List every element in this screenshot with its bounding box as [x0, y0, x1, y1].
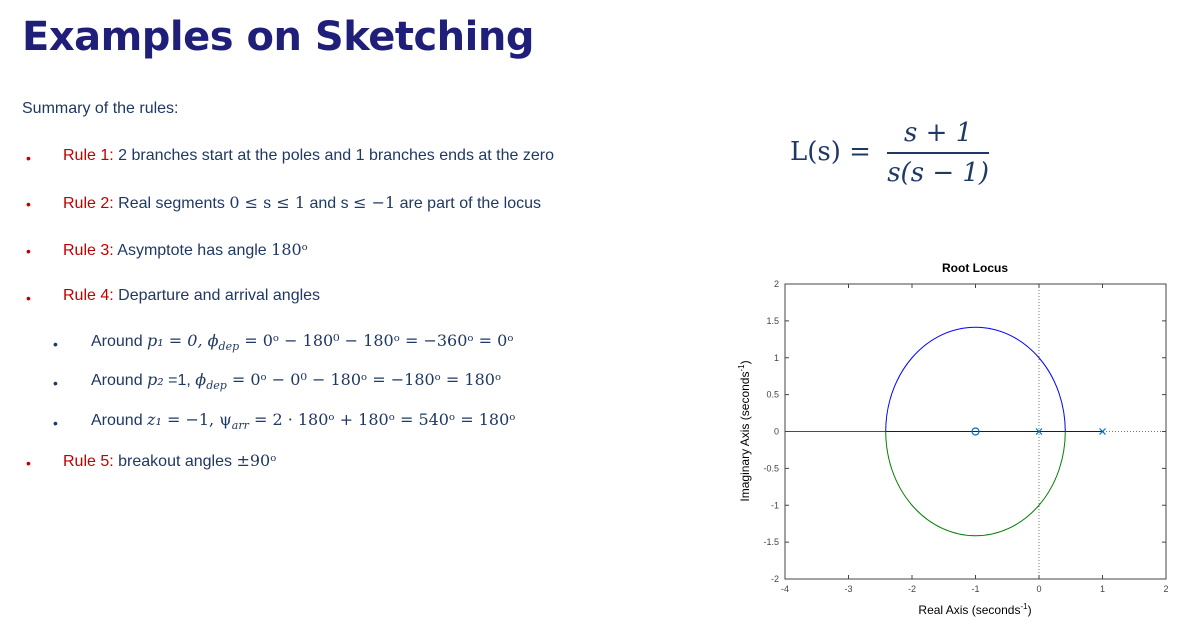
- slide-title: Examples on Sketching: [22, 14, 534, 60]
- sub-rule-1-subscript: dep: [218, 340, 240, 354]
- y-tick-label: 2: [774, 279, 779, 289]
- rule-5: Rule 5: breakout angles ±90ᵒ: [63, 451, 276, 471]
- y-tick-label: -2: [771, 574, 779, 584]
- x-tick-label: -2: [908, 584, 916, 594]
- rule-3-math: 180ᵒ: [271, 240, 308, 259]
- rule-5-math: ±90ᵒ: [236, 451, 277, 470]
- bullet-icon: •: [26, 290, 31, 306]
- formula-fraction: s + 1 s(s − 1): [887, 118, 990, 188]
- x-tick-label: -1: [971, 584, 979, 594]
- sub-rule-2-math: p₂: [147, 370, 164, 389]
- sub-rule-1: Around p₁ = 0, ϕdep = 0ᵒ − 180⁰ − 180ᵒ =…: [91, 331, 513, 353]
- bullet-icon: •: [26, 196, 31, 212]
- rule-3-key: Rule 3:: [63, 242, 114, 259]
- bullet-icon: •: [53, 375, 58, 391]
- sub-rule-2: Around p₂ =1, ϕdep = 0ᵒ − 0⁰ − 180ᵒ = −1…: [91, 370, 501, 392]
- sub-rule-1-math-2: = 0ᵒ − 180⁰ − 180ᵒ = −360ᵒ = 0ᵒ: [239, 331, 514, 350]
- x-axis-label-sup: -1: [1020, 602, 1028, 611]
- x-tick-label: 2: [1163, 584, 1168, 594]
- zero-marker: [971, 427, 980, 436]
- rule-5-pre: breakout angles: [113, 453, 237, 470]
- x-axis-label: Real Axis (seconds-1): [918, 602, 1031, 617]
- y-axis-label: Imaginary Axis (seconds-1): [737, 360, 752, 501]
- sub-rule-3-math-1: = −1, ψ: [161, 410, 232, 429]
- rule-2-mid: and s: [305, 195, 354, 212]
- rule-1: Rule 1: 2 branches start at the poles an…: [63, 147, 554, 165]
- y-axis-label-sup: -1: [737, 364, 746, 372]
- rule-2: Rule 2: Real segments 0 ≤ s ≤ 1 and s ≤ …: [63, 193, 541, 213]
- sub-rule-3: Around z₁ = −1, ψarr = 2 · 180ᵒ + 180ᵒ =…: [91, 410, 515, 432]
- pole-marker: [1035, 428, 1043, 435]
- locus-branch-lower: [885, 431, 1066, 537]
- rule-2-math-2: ≤ −1: [353, 193, 396, 212]
- x-tick-label: 1: [1100, 584, 1105, 594]
- sub-rule-1-pre: Around: [91, 333, 148, 350]
- formula-numerator: s + 1: [887, 118, 990, 154]
- sub-rule-1-math: p₁ = 0, ϕ: [147, 331, 219, 350]
- summary-heading: Summary of the rules:: [22, 100, 179, 117]
- rule-3-pre: Asymptote has angle: [113, 242, 272, 259]
- bullet-icon: •: [26, 243, 31, 259]
- formula-denominator: s(s − 1): [887, 158, 990, 188]
- y-tick-label: -1.5: [763, 537, 779, 547]
- root-locus-chart: Root Locus -4 -3 -2 -1 0 1 2 2 1.5 1 0.5 0 -0.5 -1 -1.…: [737, 261, 1169, 617]
- rule-3: Rule 3: Asymptote has angle 180ᵒ: [63, 240, 308, 260]
- sub-rule-2-math-2: = 0ᵒ − 0⁰ − 180ᵒ = −180ᵒ = 180ᵒ: [226, 370, 502, 389]
- sub-rule-3-math-2: = 2 · 180ᵒ + 180ᵒ = 540ᵒ = 180ᵒ: [248, 410, 516, 429]
- pole-marker: [1099, 428, 1106, 435]
- x-tick-label: 0: [1036, 584, 1041, 594]
- x-axis-label-text: Real Axis (seconds: [918, 603, 1020, 617]
- y-tick-label: 0: [774, 427, 779, 437]
- sub-rule-3-math: z₁: [147, 410, 162, 429]
- rule-2-post: are part of the locus: [395, 195, 542, 212]
- sub-rule-3-subscript: arr: [231, 419, 249, 433]
- transfer-function: L(s) = s + 1 s(s − 1): [790, 118, 990, 188]
- chart-title: Root Locus: [942, 261, 1008, 275]
- rule-4-key: Rule 4:: [63, 287, 114, 304]
- bullet-icon: •: [53, 415, 58, 431]
- pole-marker-stroke: [1035, 428, 1043, 435]
- sub-rule-3-pre: Around: [91, 412, 148, 429]
- pole-marker-stroke: [1099, 428, 1106, 435]
- rule-4: Rule 4: Departure and arrival angles: [63, 287, 320, 305]
- rule-5-key: Rule 5:: [63, 453, 114, 470]
- rule-2-key: Rule 2:: [63, 195, 114, 212]
- locus-branch-upper: [885, 326, 1066, 432]
- bullet-icon: •: [53, 336, 58, 352]
- sub-rule-2-subscript: dep: [206, 379, 227, 393]
- sub-rule-2-math-1: ϕ: [195, 370, 207, 389]
- y-tick-label: 0.5: [766, 390, 779, 400]
- rule-1-text: 2 branches start at the poles and 1 bran…: [113, 147, 554, 164]
- rule-2-math-1: 0 ≤ s ≤ 1: [229, 193, 306, 212]
- y-tick-label: 1.5: [766, 316, 779, 326]
- x-tick-label: -3: [844, 584, 852, 594]
- rule-1-key: Rule 1:: [63, 147, 114, 164]
- bullet-icon: •: [26, 455, 31, 471]
- formula-lhs: L(s) =: [790, 137, 871, 167]
- bullet-icon: •: [26, 150, 31, 166]
- rule-2-pre: Real segments: [113, 195, 230, 212]
- x-tick-label: -4: [781, 584, 789, 594]
- y-tick-label: -1: [771, 500, 779, 510]
- sub-rule-2-mid: =1,: [163, 372, 196, 389]
- rule-4-text: Departure and arrival angles: [113, 287, 321, 304]
- y-tick-label: -0.5: [763, 463, 779, 473]
- y-axis-label-text: Imaginary Axis (seconds: [738, 372, 752, 502]
- y-tick-label: 1: [774, 353, 779, 363]
- sub-rule-2-pre: Around: [91, 372, 148, 389]
